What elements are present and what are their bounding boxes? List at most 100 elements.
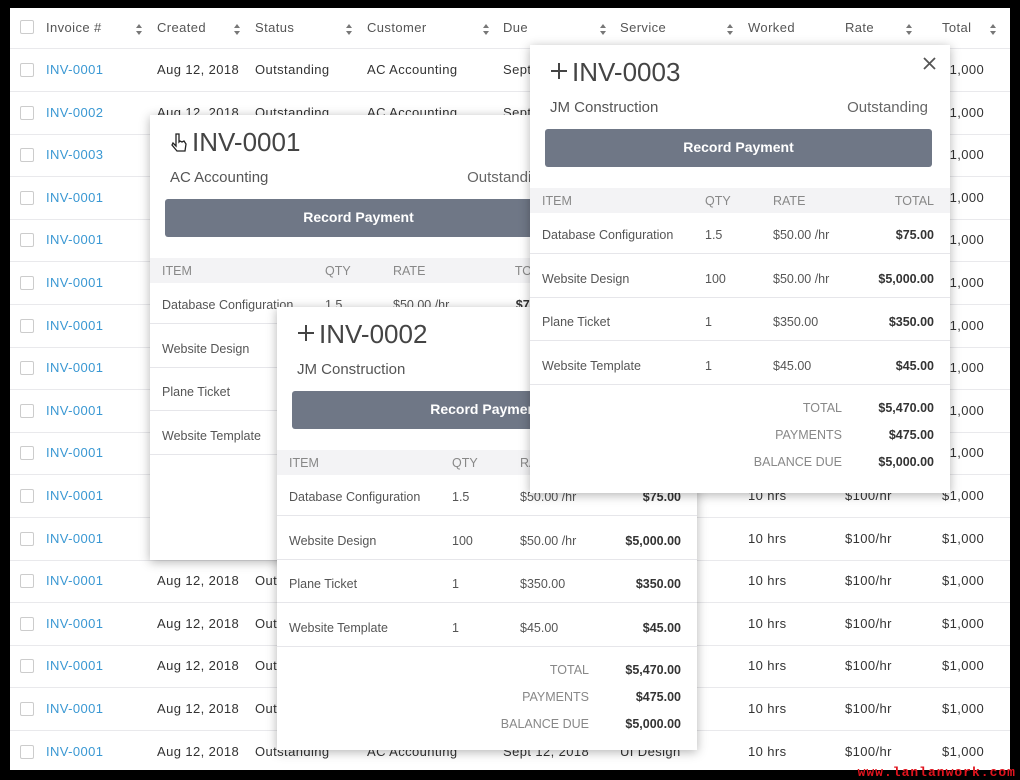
sort-icon [990,22,996,40]
invoice-link[interactable]: INV-0001 [46,360,104,376]
select-all-checkbox[interactable] [20,20,34,34]
item-cell: $45.00 [642,621,681,636]
table-cell: $1,000 [942,701,985,716]
row-checkbox[interactable] [20,702,34,716]
card-title: INV-0002 [319,319,428,349]
table-cell: AC Accounting [367,62,458,77]
row-checkbox[interactable] [20,574,34,589]
invoice-link[interactable]: INV-0001 [46,488,104,503]
record-payment-button[interactable]: Record Payment [165,199,552,237]
column-header[interactable]: Total [942,20,972,35]
summary-value: $5,470.00 [625,663,681,677]
row-checkbox[interactable] [20,318,34,333]
card-title: INV-0003 [572,57,681,87]
close-button [923,57,936,75]
invoice-link[interactable]: INV-0001 [46,701,104,716]
row-checkbox[interactable] [20,531,34,546]
column-header[interactable]: Rate [845,20,875,35]
invoice-link[interactable]: INV-0001 [46,317,104,333]
row-checkbox[interactable] [20,489,34,503]
column-header[interactable]: Service [620,20,667,35]
row-checkbox[interactable] [20,659,34,674]
row-checkbox[interactable] [20,105,34,120]
row-checkbox[interactable] [20,63,34,77]
table-cell: $1,000 [942,104,985,120]
invoice-link[interactable]: INV-0001 [46,573,104,589]
table-cell: $1,000 [942,488,985,503]
sort-icon-svg [600,24,606,35]
invoice-link[interactable]: INV-0001 [46,658,104,674]
table-cell: $1,000 [942,530,985,546]
column-header[interactable]: Worked [748,20,795,35]
sort-icon [727,22,733,40]
items-header: QTY [705,194,731,208]
column-header[interactable]: Due [503,20,529,35]
invoice-link[interactable]: INV-0003 [46,147,104,163]
row-checkbox[interactable] [20,446,34,461]
column-header[interactable]: Invoice # [46,20,102,35]
table-cell: Aug 12, 2018 [157,573,240,589]
item-cell: 1 [705,359,712,374]
items-header: ITEM [162,264,192,278]
row-checkbox[interactable] [20,744,34,759]
invoice-link[interactable]: INV-0001 [46,275,104,290]
invoice-link[interactable]: INV-0002 [46,104,104,120]
invoice-link[interactable]: INV-0001 [46,62,104,77]
watermark: www.lanlanwork.com [857,765,1016,780]
invoice-link[interactable]: INV-0001 [46,530,104,546]
summary-value: $5,000.00 [625,717,681,731]
table-cell: $1,000 [942,232,985,248]
sort-icon-svg [483,24,489,35]
item-cell: Website Template [542,359,641,374]
row-checkbox[interactable] [20,403,34,418]
invoice-link[interactable]: INV-0001 [46,232,104,248]
item-cell: $350.00 [520,577,566,592]
column-header[interactable]: Created [157,20,207,35]
items-header: ITEM [289,456,319,470]
invoice-link[interactable]: INV-0001 [46,445,104,461]
add-icon [297,324,315,347]
table-cell: $100/hr [845,658,892,674]
items-header: ITEM [542,194,572,208]
table-cell: $1,000 [942,147,985,163]
table-cell: Aug 12, 2018 [157,658,240,674]
item-cell: $45.00 [773,359,812,374]
summary-label: BALANCE DUE [753,455,842,469]
items-header: TOTAL [894,194,934,208]
table-cell: $1,000 [942,402,985,418]
row-checkbox[interactable] [20,616,34,631]
table-cell: $1,000 [942,360,985,376]
row-checkbox[interactable] [20,361,34,376]
sort-icon-svg [234,24,240,35]
invoice-link[interactable]: INV-0001 [46,743,104,759]
row-checkbox[interactable] [20,190,34,205]
item-cell: Database Configuration [289,490,421,504]
row-checkbox[interactable] [20,276,34,290]
table-cell: 10 hrs [748,743,787,759]
table-cell: 10 hrs [748,573,787,589]
items-header: RATE [773,194,806,208]
row-divider [10,91,1010,92]
column-header[interactable]: Customer [367,20,427,35]
invoice-link[interactable]: INV-0001 [46,189,104,205]
item-cell: Website Design [542,271,630,286]
invoice-link[interactable]: INV-0001 [46,615,104,631]
record-payment-button[interactable]: Record Payment [545,129,932,167]
table-cell: $1,000 [942,317,985,333]
row-checkbox[interactable] [20,233,34,248]
row-checkbox[interactable] [20,148,34,163]
table-cell: $1,000 [942,743,985,759]
card-customer: AC Accounting [170,169,269,186]
item-cell: Website Template [289,621,388,636]
invoice-link[interactable]: INV-0001 [46,402,104,418]
items-header: QTY [452,456,478,470]
sort-icon-svg [346,24,352,35]
item-cell: Plane Ticket [162,385,231,400]
card-status: Outstanding [467,169,548,186]
column-header[interactable]: Status [255,20,295,35]
card-title: INV-0001 [192,127,301,157]
items-header-band [150,258,570,283]
add-icon [550,62,568,85]
card-status: Outstanding [847,99,928,116]
item-cell: Website Design [289,533,377,548]
